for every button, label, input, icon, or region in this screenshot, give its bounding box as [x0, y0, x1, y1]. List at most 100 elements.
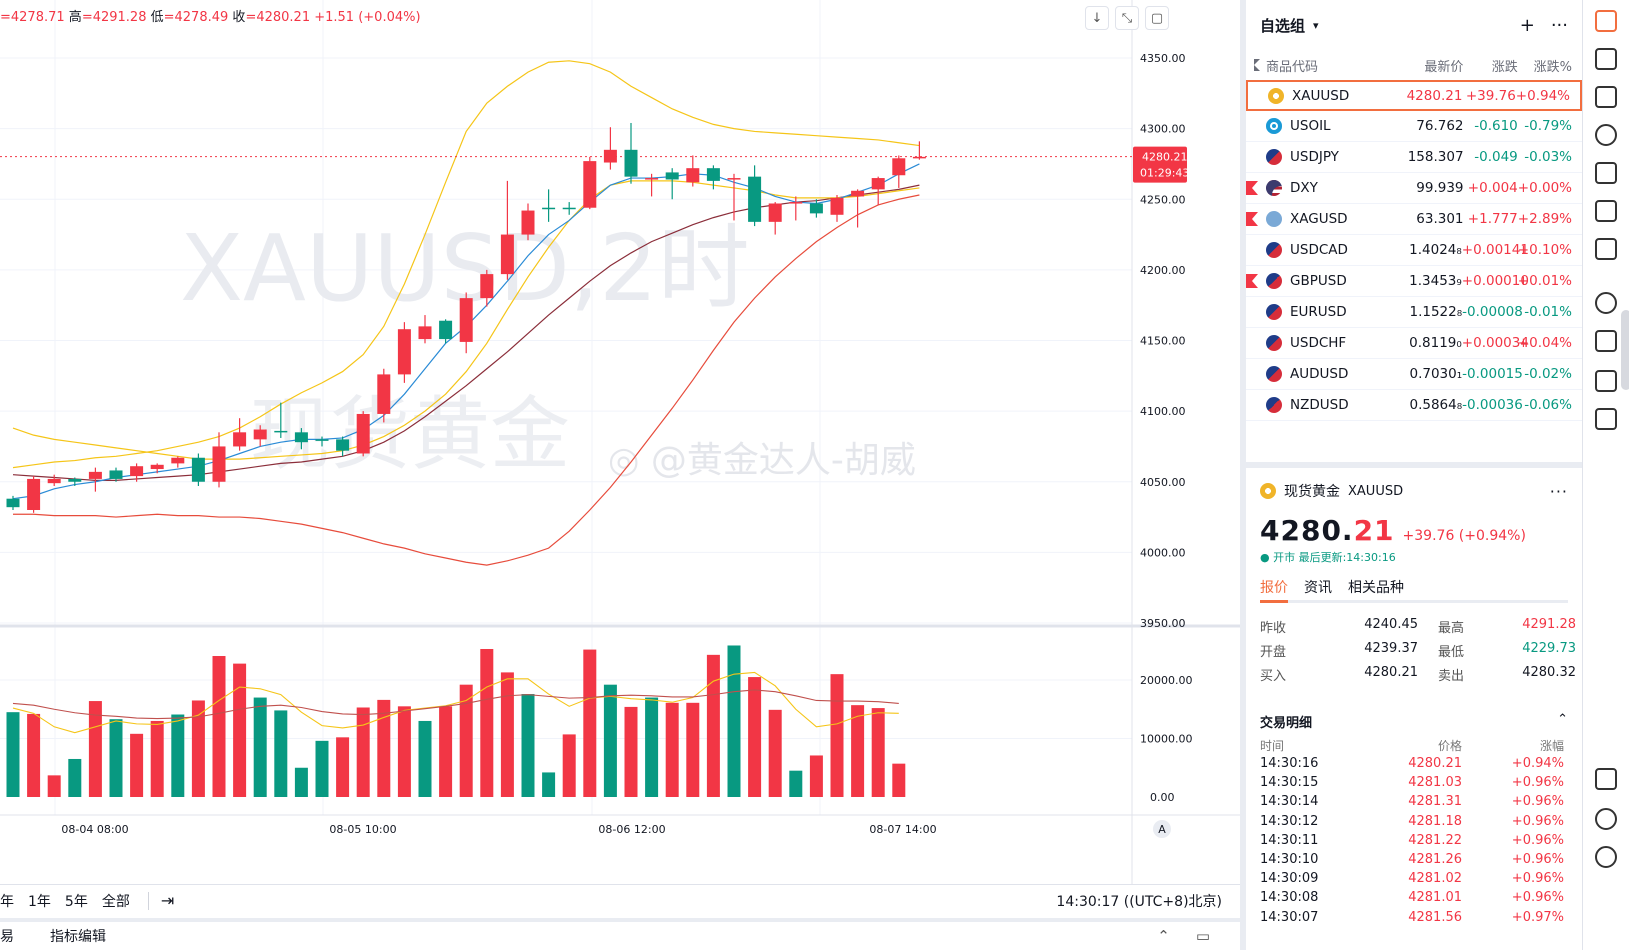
watchlist-title[interactable]: 自选组: [1260, 16, 1306, 35]
price-tick-label: 4000.00: [1140, 546, 1186, 559]
silver-icon: [1266, 211, 1282, 227]
flag-icon[interactable]: [1246, 212, 1258, 226]
volume-bar: [356, 707, 370, 797]
watchlist-row[interactable]: AUDUSD 0.7030₁ -0.00015 -0.02%: [1246, 359, 1582, 390]
flag-icon[interactable]: [1246, 305, 1258, 319]
watchlist-row[interactable]: DXY 99.939 +0.004 +0.00%: [1246, 173, 1582, 204]
volume-bar: [480, 648, 494, 797]
col-last[interactable]: 最新价: [1424, 59, 1464, 75]
candle-body: [459, 298, 473, 342]
trade-price: 4281.02: [1408, 871, 1462, 887]
watchlist-row[interactable]: XAGUSD 63.301 +1.777 +2.89%: [1246, 204, 1582, 235]
watchlist-row[interactable]: USDJPY 158.307 -0.049 -0.03%: [1246, 142, 1582, 173]
range-year[interactable]: 年: [0, 893, 14, 910]
chevron-down-icon[interactable]: ▾: [1313, 18, 1319, 32]
flag-icon[interactable]: [1246, 150, 1258, 164]
col-change-pct[interactable]: 涨跌%: [1533, 59, 1572, 75]
flag-icon[interactable]: [1246, 367, 1258, 381]
flag-icon[interactable]: [1246, 336, 1258, 350]
col-change[interactable]: 涨跌: [1491, 59, 1518, 75]
candle-body: [851, 190, 865, 197]
tree-icon[interactable]: [1595, 408, 1617, 430]
range-all[interactable]: 全部: [101, 893, 130, 910]
tab-trade[interactable]: 易: [0, 929, 14, 945]
watchlist-row[interactable]: USOIL 76.762 -0.610 -0.79%: [1246, 111, 1582, 142]
volume-bar: [727, 645, 741, 797]
document-icon[interactable]: [1595, 48, 1617, 70]
collapse-icon[interactable]: ⤡: [1115, 6, 1139, 30]
tab-related[interactable]: 相关品种: [1348, 580, 1404, 596]
layers-icon[interactable]: [1595, 162, 1617, 184]
video-icon[interactable]: [1595, 200, 1617, 222]
flag-icon[interactable]: [1246, 181, 1258, 195]
arrow-down-icon[interactable]: ↓: [1085, 6, 1109, 30]
price-tick-label: 4300.00: [1140, 123, 1186, 136]
symbol-name: AUDUSD: [1290, 366, 1349, 382]
fullscreen-icon[interactable]: ▢: [1145, 6, 1169, 30]
col-symbol[interactable]: 商品代码: [1266, 59, 1319, 75]
bell-icon[interactable]: [1595, 124, 1617, 146]
symbol-name: USOIL: [1290, 118, 1331, 134]
target-icon[interactable]: [1595, 292, 1617, 314]
rail-resize-handle[interactable]: [1621, 310, 1629, 390]
plus-icon[interactable]: +: [1519, 14, 1535, 36]
flag-icon[interactable]: [1246, 274, 1258, 288]
pair-icon: [1266, 273, 1282, 289]
chevron-up-icon[interactable]: ⌃: [1157, 927, 1170, 945]
stat-value: 4239.37: [1364, 641, 1418, 656]
trade-row: 14:30:11 4281.22 +0.96%: [1260, 831, 1568, 850]
watchlist-icon[interactable]: [1595, 10, 1617, 32]
candle-body: [645, 178, 659, 180]
range-5y[interactable]: 5年: [64, 893, 88, 910]
watchlist-row[interactable]: NZDUSD 0.5864₈ -0.00036 -0.06%: [1246, 390, 1582, 421]
calendar-icon[interactable]: [1595, 86, 1617, 108]
education-icon[interactable]: [1595, 330, 1617, 352]
trade-time: 14:30:08: [1260, 890, 1319, 906]
panel-divider[interactable]: [1246, 462, 1582, 468]
handshake-icon[interactable]: [1595, 768, 1617, 790]
goto-date-icon[interactable]: ⇥: [160, 891, 175, 910]
range-toolbar: 年 1年 5年 全部 ⇥ 14:30:17 ((UTC+8)北京): [0, 884, 1240, 916]
col-pct: 涨幅: [1539, 739, 1564, 753]
price-change: +0.00141: [1461, 242, 1529, 258]
candle-body: [356, 413, 370, 454]
more-dots-icon[interactable]: ···: [1549, 481, 1568, 501]
flag-icon[interactable]: [1246, 243, 1258, 257]
candle-body: [892, 158, 906, 176]
watchlist-row[interactable]: USDCAD 1.4024₈ +0.00141 +0.10%: [1246, 235, 1582, 266]
candle-body: [686, 168, 700, 183]
volume-bar: [830, 674, 844, 797]
range-1y[interactable]: 1年: [28, 893, 51, 910]
help-icon[interactable]: [1595, 846, 1617, 868]
flag-icon[interactable]: [1248, 90, 1260, 104]
candle-body: [830, 197, 844, 215]
more-dots-icon[interactable]: ···: [1550, 14, 1568, 36]
trade-row: 14:30:07 4281.56 +0.97%: [1260, 908, 1568, 927]
watchlist-row[interactable]: EURUSD 1.1522₈ -0.00008 -0.01%: [1246, 297, 1582, 328]
time-tick-label: 08-05 10:00: [329, 823, 396, 836]
chat-icon[interactable]: [1595, 238, 1617, 260]
headset-icon[interactable]: [1595, 808, 1617, 830]
stat-value: 4240.45: [1364, 617, 1418, 632]
volume-bar: [233, 663, 247, 797]
trade-price: 4281.31: [1408, 794, 1462, 810]
auto-scale-button: [1153, 820, 1171, 838]
tab-news[interactable]: 资讯: [1304, 580, 1332, 596]
flag-icon[interactable]: [1246, 398, 1258, 412]
tab-quote[interactable]: 报价: [1260, 577, 1288, 603]
pane-divider[interactable]: [1240, 0, 1246, 950]
candle-body: [191, 457, 205, 482]
chevron-up-icon[interactable]: ⌃: [1557, 712, 1568, 727]
chart-pane[interactable]: XAUUSD,2时 现货黄金 ◎ @黄金达人-胡威 4350.00 4300.00 425…: [0, 0, 1240, 950]
flag-icon[interactable]: [1254, 59, 1260, 71]
table-icon[interactable]: [1595, 370, 1617, 392]
watchlist-row[interactable]: XAUUSD 4280.21 +39.76 +0.94%: [1246, 80, 1582, 111]
watchlist-row[interactable]: GBPUSD 1.3453₉ +0.00010 +0.01%: [1246, 266, 1582, 297]
timezone-clock[interactable]: 14:30:17 ((UTC+8)北京): [1056, 893, 1222, 910]
flag-icon[interactable]: [1246, 119, 1258, 133]
watchlist-row[interactable]: USDCHF 0.8119₀ +0.00034 +0.04%: [1246, 328, 1582, 359]
maximize-panel-icon[interactable]: ▭: [1195, 927, 1210, 945]
price-change: +39.76 (+0.94%): [1402, 528, 1526, 544]
tab-indicator-editor[interactable]: 指标编辑: [50, 929, 106, 945]
